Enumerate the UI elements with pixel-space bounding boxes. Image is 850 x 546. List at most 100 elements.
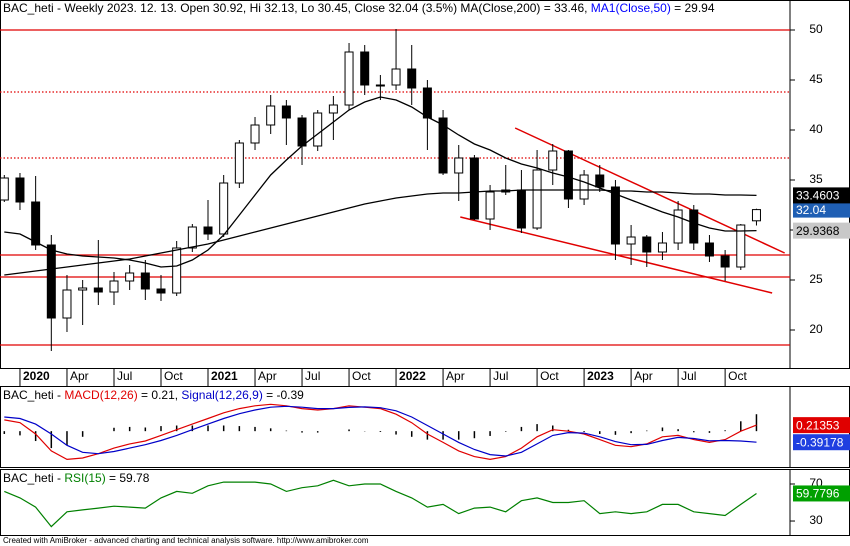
candle-body <box>140 272 150 290</box>
series-value-label: 59.7796 <box>796 487 840 501</box>
x-tick-label: Jul <box>305 369 320 383</box>
candle-body <box>407 68 417 89</box>
x-tick-label: Apr <box>634 369 653 383</box>
candle-body <box>0 177 9 201</box>
candle-body <box>78 287 88 291</box>
pane-title: BAC_heti - MACD(12,26) = 0.21, Signal(12… <box>3 388 304 402</box>
candle-body <box>454 157 464 174</box>
candle-body <box>642 236 652 253</box>
series-value-label-box <box>793 222 850 239</box>
x-tick-label: Apr <box>258 369 277 383</box>
candle-body <box>720 255 730 268</box>
candle-body <box>31 201 41 246</box>
close-value-label-box <box>793 201 850 218</box>
y-tick-label: 20 <box>809 322 823 336</box>
x-tick-label: 2022 <box>399 369 426 383</box>
candle-body <box>469 157 479 220</box>
candle-body <box>360 51 370 86</box>
candle-body <box>516 189 526 229</box>
moving-average <box>4 96 757 268</box>
indicator-line <box>4 479 757 528</box>
candle-body <box>422 87 432 119</box>
x-tick-label: Jul <box>117 369 132 383</box>
x-tick-label: 2023 <box>587 369 614 383</box>
x-tick-label: Oct <box>164 369 183 383</box>
candle-body <box>579 174 589 200</box>
pane-title: BAC_heti - Weekly 2023. 12. 13. Open 30.… <box>3 1 715 15</box>
moving-average <box>4 189 757 276</box>
candle-body <box>172 247 182 294</box>
y-tick-label: 50 <box>809 22 823 36</box>
candle-body <box>610 186 620 245</box>
candle-body <box>266 105 276 126</box>
indicator-line <box>4 405 757 457</box>
candle-body <box>344 51 354 106</box>
candle-body <box>250 124 260 144</box>
y-tick-label: 40 <box>809 122 823 136</box>
pane-title: BAC_heti - RSI(15) = 59.78 <box>3 471 150 485</box>
series-value-label: 33.4603 <box>796 189 840 203</box>
x-tick-label: Oct <box>728 369 747 383</box>
series-value-label-box <box>793 417 850 434</box>
series-value-label: -0.39178 <box>796 435 844 449</box>
x-tick-label: 2020 <box>23 369 50 383</box>
x-tick-label: 2021 <box>211 369 238 383</box>
candle-body <box>281 105 291 119</box>
candle-body <box>689 209 699 244</box>
series-value-label-box <box>793 187 850 204</box>
title-part: Signal(12,26,9) <box>181 388 262 402</box>
title-part: MACD(12,26) <box>64 388 137 402</box>
y-tick-label: 35 <box>809 172 823 186</box>
indicator-line <box>4 403 757 461</box>
candle-body <box>751 209 761 222</box>
title-part: BAC_heti - Weekly 2023. 12. 13. Open 30.… <box>3 1 591 15</box>
x-tick-label: Apr <box>70 369 89 383</box>
title-part: BAC_heti - <box>3 388 64 402</box>
candle-body <box>297 117 307 147</box>
candle-body <box>704 242 714 257</box>
candle-body <box>125 272 135 282</box>
title-part: BAC_heti - <box>3 471 64 485</box>
candle-body <box>391 68 401 86</box>
candle-body <box>673 209 683 244</box>
candle-body <box>563 150 573 200</box>
candle-body <box>438 117 448 174</box>
series-value-label-box <box>793 485 850 502</box>
x-tick-label: Jul <box>681 369 696 383</box>
candle-body <box>156 288 166 294</box>
close-value-label: 32.04 <box>796 203 826 217</box>
candle-body <box>15 177 25 203</box>
title-part: = 29.94 <box>671 1 715 15</box>
candle-body <box>595 174 605 188</box>
title-part: RSI(15) <box>64 471 105 485</box>
y-tick-label: 30 <box>809 513 823 527</box>
x-tick-label: Oct <box>352 369 371 383</box>
x-tick-label: Oct <box>540 369 559 383</box>
candle-body <box>313 112 323 147</box>
title-part: = -0.39 <box>263 388 304 402</box>
series-value-label: 0.21353 <box>796 418 840 432</box>
x-tick-label: Apr <box>446 369 465 383</box>
candle-body <box>109 280 119 293</box>
candle-body <box>203 226 213 235</box>
candle-body <box>485 191 495 220</box>
candle-body <box>626 236 636 245</box>
candle-body <box>736 224 746 268</box>
candle-body <box>219 182 229 235</box>
candle-body <box>62 289 72 319</box>
candle-body <box>187 226 197 249</box>
candle-body <box>46 244 56 319</box>
x-tick-label: Jul <box>493 369 508 383</box>
title-part: = 0.21, <box>138 388 182 402</box>
title-part: = 59.78 <box>106 471 150 485</box>
footer: Created with AmiBroker - advanced charti… <box>3 536 369 545</box>
candle-body <box>328 104 338 114</box>
candle-body <box>657 242 667 253</box>
candle-body <box>532 169 542 229</box>
series-value-label-box <box>793 434 850 451</box>
title-part: MA1(Close,50) <box>591 1 671 15</box>
trend-line <box>460 216 773 294</box>
candle-body <box>375 84 385 87</box>
y-tick-label: 45 <box>809 72 823 86</box>
